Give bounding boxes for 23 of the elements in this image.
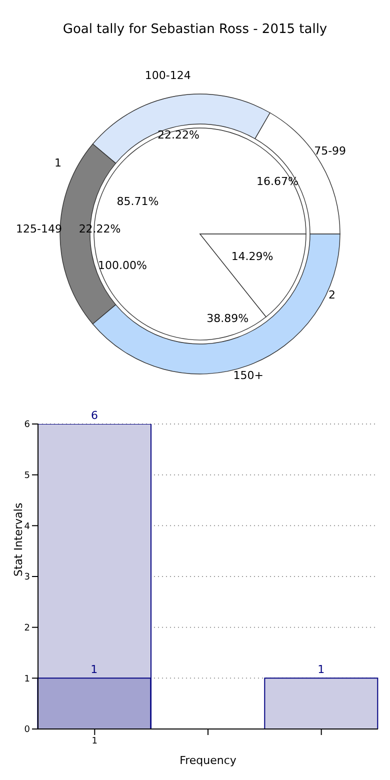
y-tick-label: 6 <box>24 420 30 430</box>
y-tick-label: 0 <box>24 725 30 736</box>
text: 100.00% <box>98 259 147 272</box>
data-label: 1 <box>90 663 98 676</box>
data-label: 38.89% <box>206 312 249 325</box>
y-tick-label: 5 <box>24 471 30 482</box>
y-tick-label: 2 <box>24 624 30 634</box>
slice-label: 150+ <box>233 369 264 382</box>
slice-label: 2 <box>328 288 336 302</box>
y-tick-label: 4 <box>24 522 30 532</box>
x-axis-title: Frequency <box>180 754 237 767</box>
slice-label: 1 <box>54 156 62 170</box>
y-axis-title: Stat Intervals <box>12 502 25 576</box>
chart-title: Goal tally for Sebastian Ross - 2015 tally <box>62 21 328 39</box>
y-tick-label: 3 <box>24 572 30 583</box>
slice-label: 75-99 <box>314 144 346 158</box>
data-label: 22.22% <box>157 128 200 142</box>
data-label: 1 <box>318 663 325 676</box>
slice-label: 100-124 <box>144 68 191 82</box>
y-tick-label: 1 <box>24 674 30 684</box>
data-label: 6 <box>91 409 98 422</box>
data-label: 14.29% <box>231 250 274 264</box>
data-label: 85.71% <box>116 194 159 208</box>
